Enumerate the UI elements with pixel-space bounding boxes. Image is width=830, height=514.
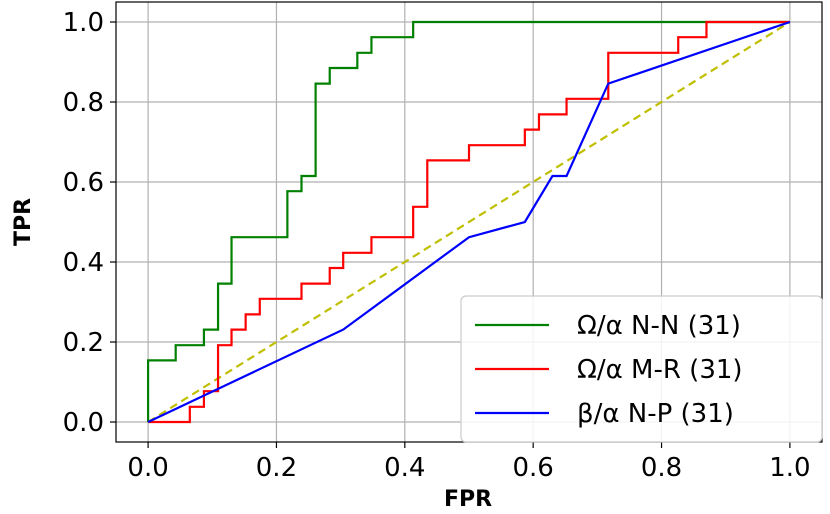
chance-diagonal-line — [147, 21, 791, 423]
series-line-1 — [148, 20, 790, 424]
legend-label: Ω/α N-N (31) — [577, 311, 741, 341]
y-axis-label: TPR — [11, 198, 36, 246]
series-line-2 — [147, 20, 791, 423]
series-line-0 — [146, 20, 790, 422]
y-axis-ticks: 0.0 0.2 0.4 0.6 0.8 1.0 — [63, 8, 116, 438]
legend: Ω/α N-N (31) Ω/α M-R (31) β/α N-P (31) — [460, 295, 823, 443]
x-axis-ticks: 0.0 0.2 0.4 0.6 0.8 1.0 — [127, 442, 811, 483]
y-tick-label: 0.8 — [63, 88, 104, 118]
x-tick-label: 1.0 — [769, 453, 810, 483]
y-tick-label: 0.4 — [63, 248, 104, 278]
x-axis-label: FPR — [444, 487, 492, 512]
x-tick-label: 0.0 — [127, 453, 168, 483]
y-tick-label: 0.0 — [63, 408, 104, 438]
y-tick-label: 0.2 — [63, 328, 104, 358]
y-tick-label: 0.6 — [63, 168, 104, 198]
y-tick-label: 1.0 — [63, 8, 104, 38]
legend-label: β/α N-P (31) — [577, 399, 734, 429]
x-tick-label: 0.6 — [513, 453, 554, 483]
x-tick-label: 0.8 — [641, 453, 682, 483]
grid — [116, 2, 822, 442]
series-layer — [146, 20, 791, 424]
x-tick-label: 0.4 — [384, 453, 425, 483]
x-tick-label: 0.2 — [256, 453, 297, 483]
legend-box — [460, 295, 823, 443]
legend-label: Ω/α M-R (31) — [577, 355, 743, 385]
